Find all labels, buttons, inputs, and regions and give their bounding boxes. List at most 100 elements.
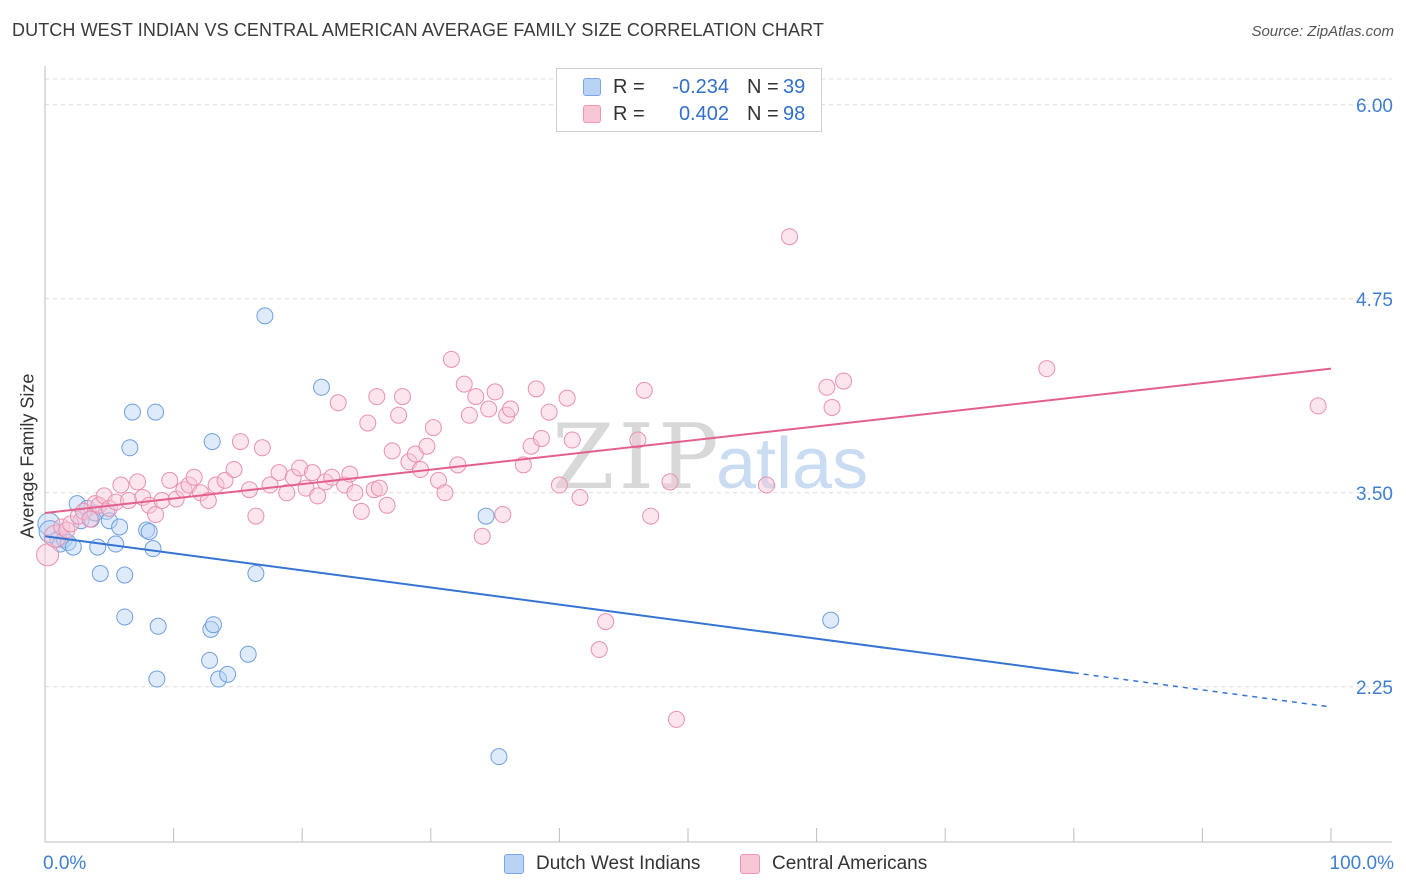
data-point-central-american: [1309, 397, 1327, 415]
data-point-central-american: [199, 492, 217, 510]
data-point-central-american: [514, 456, 532, 474]
y-axis-label: Average Family Size: [17, 373, 38, 539]
data-point-central-american: [757, 476, 775, 494]
data-point-central-american: [532, 429, 550, 447]
data-point-central-american: [418, 437, 436, 455]
data-point-central-american: [642, 507, 660, 525]
data-point-dutch-west-indian: [490, 748, 508, 766]
data-point-central-american: [442, 350, 460, 368]
data-point-central-american: [346, 484, 364, 502]
x-tick-label: 0.0%: [43, 853, 86, 874]
data-point-central-american: [781, 228, 799, 246]
watermark-atlas: atlas: [716, 424, 868, 504]
data-point-dutch-west-indian: [477, 507, 495, 525]
data-point-dutch-west-indian: [201, 651, 219, 669]
data-point-central-american: [81, 510, 99, 528]
data-point-central-american: [494, 506, 512, 524]
data-point-central-american: [436, 484, 454, 502]
data-point-central-american: [359, 414, 377, 432]
source-label: Source: ZipAtlas.com: [1251, 23, 1394, 40]
data-point-dutch-west-indian: [204, 616, 222, 634]
data-point-dutch-west-indian: [149, 617, 167, 635]
data-point-central-american: [597, 613, 615, 631]
data-point-dutch-west-indian: [144, 540, 162, 558]
data-point-dutch-west-indian: [256, 307, 274, 325]
legend-row-dutch-west-indians: R = -0.234 N = 39: [583, 75, 805, 99]
y-tick-label: 6.00: [1356, 96, 1393, 117]
data-point-central-american: [370, 479, 388, 497]
data-point-central-american: [667, 710, 685, 728]
y-tick-label: 2.25: [1356, 678, 1393, 699]
data-point-dutch-west-indian: [203, 433, 221, 451]
data-point-central-american: [571, 488, 589, 506]
data-point-central-american: [563, 431, 581, 449]
data-point-central-american: [161, 471, 179, 489]
data-point-dutch-west-indian: [312, 378, 330, 396]
data-point-central-american: [185, 468, 203, 486]
data-point-central-american: [629, 431, 647, 449]
data-point-central-american: [424, 419, 442, 437]
data-point-dutch-west-indian: [116, 566, 134, 584]
data-point-dutch-west-indian: [100, 512, 118, 530]
data-point-central-american: [352, 502, 370, 520]
data-point-central-american: [147, 506, 165, 524]
data-point-dutch-west-indian: [210, 670, 228, 688]
data-point-central-american: [823, 398, 841, 416]
legend-swatch-blue: [583, 78, 601, 96]
data-point-central-american: [558, 389, 576, 407]
trend-line-central-americans: [44, 367, 1332, 514]
data-point-central-american: [309, 487, 327, 505]
legend-r-label: R =: [613, 75, 645, 98]
legend-row-central-americans: R = 0.402 N = 98: [583, 102, 805, 126]
legend-r-label: R =: [613, 102, 645, 125]
legend-n-label: N =: [747, 102, 779, 125]
series-legend-dutch-west-indians: Dutch West Indians: [504, 852, 700, 876]
data-point-central-american: [378, 496, 396, 514]
data-point-central-american: [486, 383, 504, 401]
data-point-dutch-west-indian: [147, 403, 165, 421]
data-point-central-american: [329, 394, 347, 412]
data-point-central-american: [502, 400, 520, 418]
data-point-central-american: [112, 476, 130, 494]
data-point-dutch-west-indian: [123, 403, 141, 421]
data-point-dutch-west-indian: [138, 521, 156, 539]
y-tick-label: 3.50: [1356, 484, 1393, 505]
data-point-dutch-west-indian: [202, 620, 220, 638]
data-point-central-american: [253, 439, 271, 457]
data-point-central-american: [270, 464, 288, 482]
data-point-central-american: [550, 476, 568, 494]
series-legend-label: Central Americans: [772, 853, 928, 874]
data-point-central-american: [225, 461, 243, 479]
x-tick-label: 100.0%: [1330, 853, 1395, 874]
data-point-central-american: [390, 406, 408, 424]
data-point-dutch-west-indian: [111, 518, 129, 536]
data-point-central-american: [473, 527, 491, 545]
data-point-dutch-west-indian: [219, 665, 237, 683]
legend-n-label: N =: [747, 75, 779, 98]
data-point-dutch-west-indian: [148, 670, 166, 688]
data-point-central-american: [303, 464, 321, 482]
data-point-central-american: [449, 456, 467, 474]
data-point-central-american: [590, 641, 608, 659]
data-point-dutch-west-indian: [822, 611, 840, 629]
legend-n-value: 39: [783, 75, 806, 98]
data-point-central-american: [394, 388, 412, 406]
legend-r-value: 0.402: [678, 102, 729, 125]
data-point-central-american: [43, 524, 67, 548]
series-legend-label: Dutch West Indians: [536, 853, 701, 874]
legend-swatch-pink: [583, 105, 601, 123]
data-point-central-american: [527, 380, 545, 398]
data-point-central-american: [661, 473, 679, 491]
data-point-central-american: [383, 442, 401, 460]
data-point-central-american: [818, 378, 836, 396]
legend-n-value: 98: [783, 102, 806, 125]
legend-swatch-blue: [504, 854, 524, 874]
data-point-central-american: [540, 403, 558, 421]
data-point-dutch-west-indian: [140, 523, 158, 541]
watermark-zip: ZIP: [552, 405, 723, 510]
data-point-dutch-west-indian: [121, 439, 139, 457]
data-point-central-american: [129, 473, 147, 491]
data-point-central-american: [247, 507, 265, 525]
chart-title: DUTCH WEST INDIAN VS CENTRAL AMERICAN AV…: [12, 20, 824, 40]
